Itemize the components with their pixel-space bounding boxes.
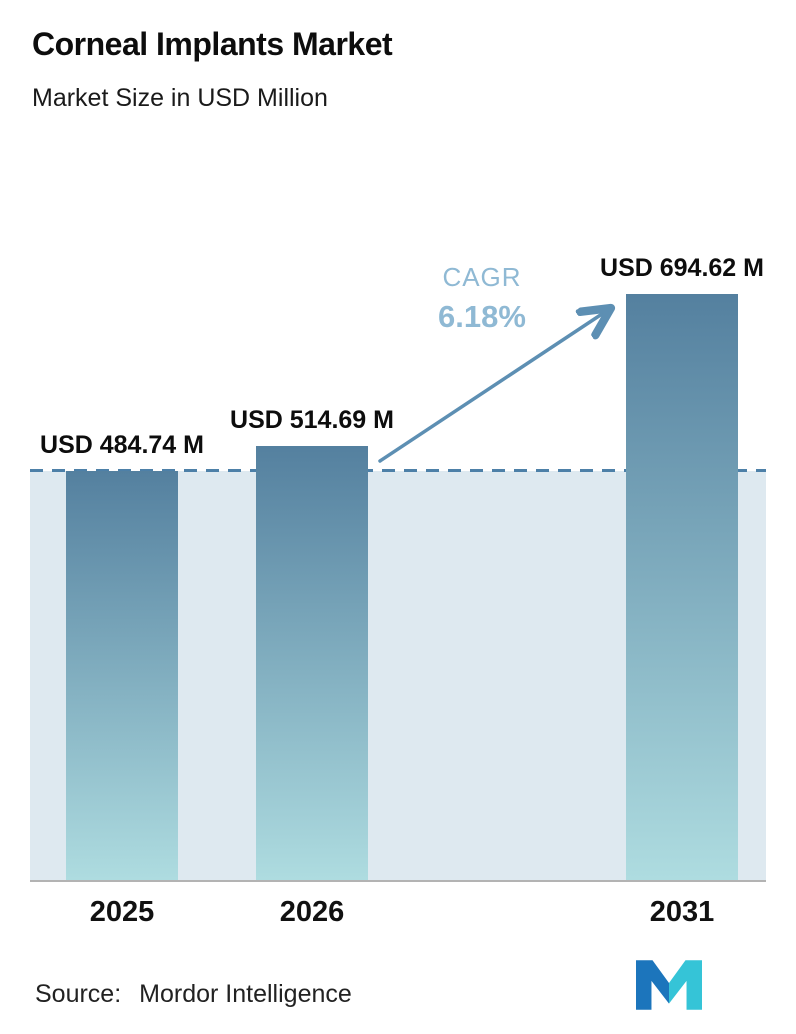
bar-2026 (256, 446, 368, 880)
x-axis-label: 2026 (279, 896, 345, 928)
cagr-value: 6.18% (438, 299, 526, 334)
cagr-label: CAGR (442, 262, 522, 292)
mordor-intelligence-logo (636, 960, 702, 1010)
chart-title: Corneal Implants Market (32, 26, 393, 62)
chart-subtitle: Market Size in USD Million (32, 84, 328, 112)
bar-value-label: USD 484.74 M (40, 431, 204, 459)
bar-2025 (66, 471, 178, 880)
source-name: Mordor Intelligence (139, 980, 352, 1008)
cagr-annotation: CAGR 6.18% (438, 262, 526, 335)
x-axis-label: 2031 (649, 896, 715, 928)
bar-value-label: USD 514.69 M (230, 406, 394, 434)
source-label: Source: (35, 980, 122, 1008)
x-axis-label: 2025 (89, 896, 155, 928)
bar-value-label: USD 694.62 M (600, 254, 764, 282)
x-axis-line (30, 880, 766, 882)
baseline-dashed-line (30, 469, 766, 472)
source-attribution: Source: Mordor Intelligence (35, 980, 352, 1009)
bar-2031 (626, 294, 738, 880)
